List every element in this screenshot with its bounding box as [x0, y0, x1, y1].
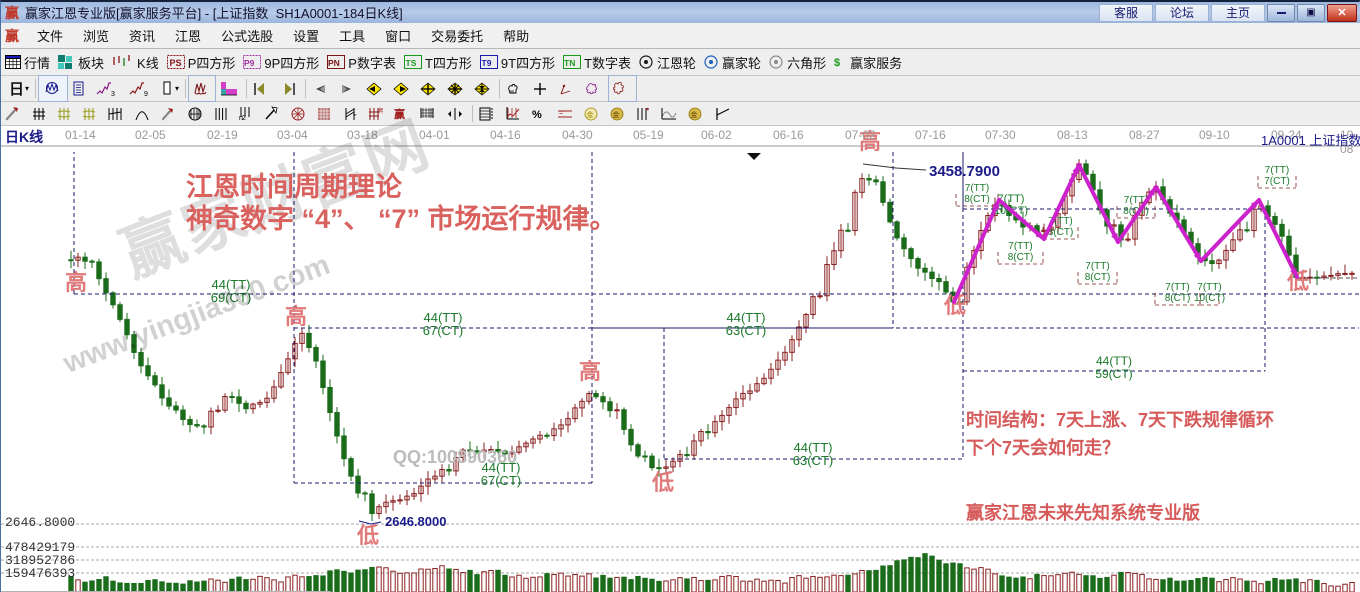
svg-text:7(TT): 7(TT) — [965, 183, 989, 194]
svg-text:低: 低 — [1286, 269, 1309, 294]
svg-text:7(TT): 7(TT) — [1265, 165, 1289, 176]
svg-text:63(CT): 63(CT) — [793, 453, 833, 468]
svg-text:TS: TS — [405, 58, 416, 68]
svg-text:63(CT): 63(CT) — [726, 323, 766, 338]
svg-text:7(TT): 7(TT) — [1008, 241, 1032, 252]
svg-text:低: 低 — [651, 470, 674, 495]
svg-text:PS: PS — [169, 58, 181, 68]
svg-text:7(TT): 7(TT) — [1165, 282, 1189, 293]
svg-text:67(CT): 67(CT) — [481, 473, 521, 488]
svg-text:赢: 赢 — [394, 107, 405, 121]
svg-text:9: 9 — [144, 91, 148, 96]
svg-text:$: $ — [834, 57, 840, 69]
svg-text:8(CT): 8(CT) — [1048, 227, 1074, 238]
svg-text:7(CT): 7(CT) — [1264, 176, 1290, 187]
svg-text:59(CT): 59(CT) — [1095, 367, 1132, 381]
svg-text:8(CT): 8(CT) — [1085, 272, 1111, 283]
svg-text:n: n — [239, 115, 243, 121]
svg-text:69(CT): 69(CT) — [211, 290, 251, 305]
svg-text:押: 押 — [378, 107, 383, 115]
svg-text:": " — [354, 114, 357, 121]
svg-text:8(CT): 8(CT) — [1008, 252, 1034, 263]
svg-text:低: 低 — [356, 523, 379, 548]
svg-text:TN: TN — [564, 58, 575, 68]
svg-text:高: 高 — [285, 304, 307, 329]
svg-text:高: 高 — [65, 270, 87, 295]
svg-text:金: 金 — [613, 110, 620, 119]
svg-text:金: 金 — [587, 110, 594, 119]
svg-text:金: 金 — [691, 110, 698, 119]
svg-text:2646.8000: 2646.8000 — [385, 514, 446, 529]
svg-text:67(CT): 67(CT) — [423, 323, 463, 338]
svg-text:高: 高 — [579, 359, 601, 384]
svg-text:T9: T9 — [481, 58, 491, 68]
svg-text:3458.7900: 3458.7900 — [929, 163, 1000, 180]
svg-text:10(CT): 10(CT) — [1194, 293, 1225, 304]
svg-text:=: = — [559, 110, 563, 117]
svg-text:3: 3 — [111, 91, 115, 96]
svg-text:P9: P9 — [244, 58, 255, 68]
svg-text:7(TT): 7(TT) — [1085, 261, 1109, 272]
svg-text:PN: PN — [328, 58, 340, 68]
svg-text:7(TT): 7(TT) — [1197, 282, 1221, 293]
svg-text:44(TT): 44(TT) — [1096, 354, 1132, 368]
svg-text:8(CT): 8(CT) — [964, 194, 990, 205]
svg-text:%: % — [532, 109, 542, 121]
svg-text:8(CT): 8(CT) — [1165, 293, 1191, 304]
